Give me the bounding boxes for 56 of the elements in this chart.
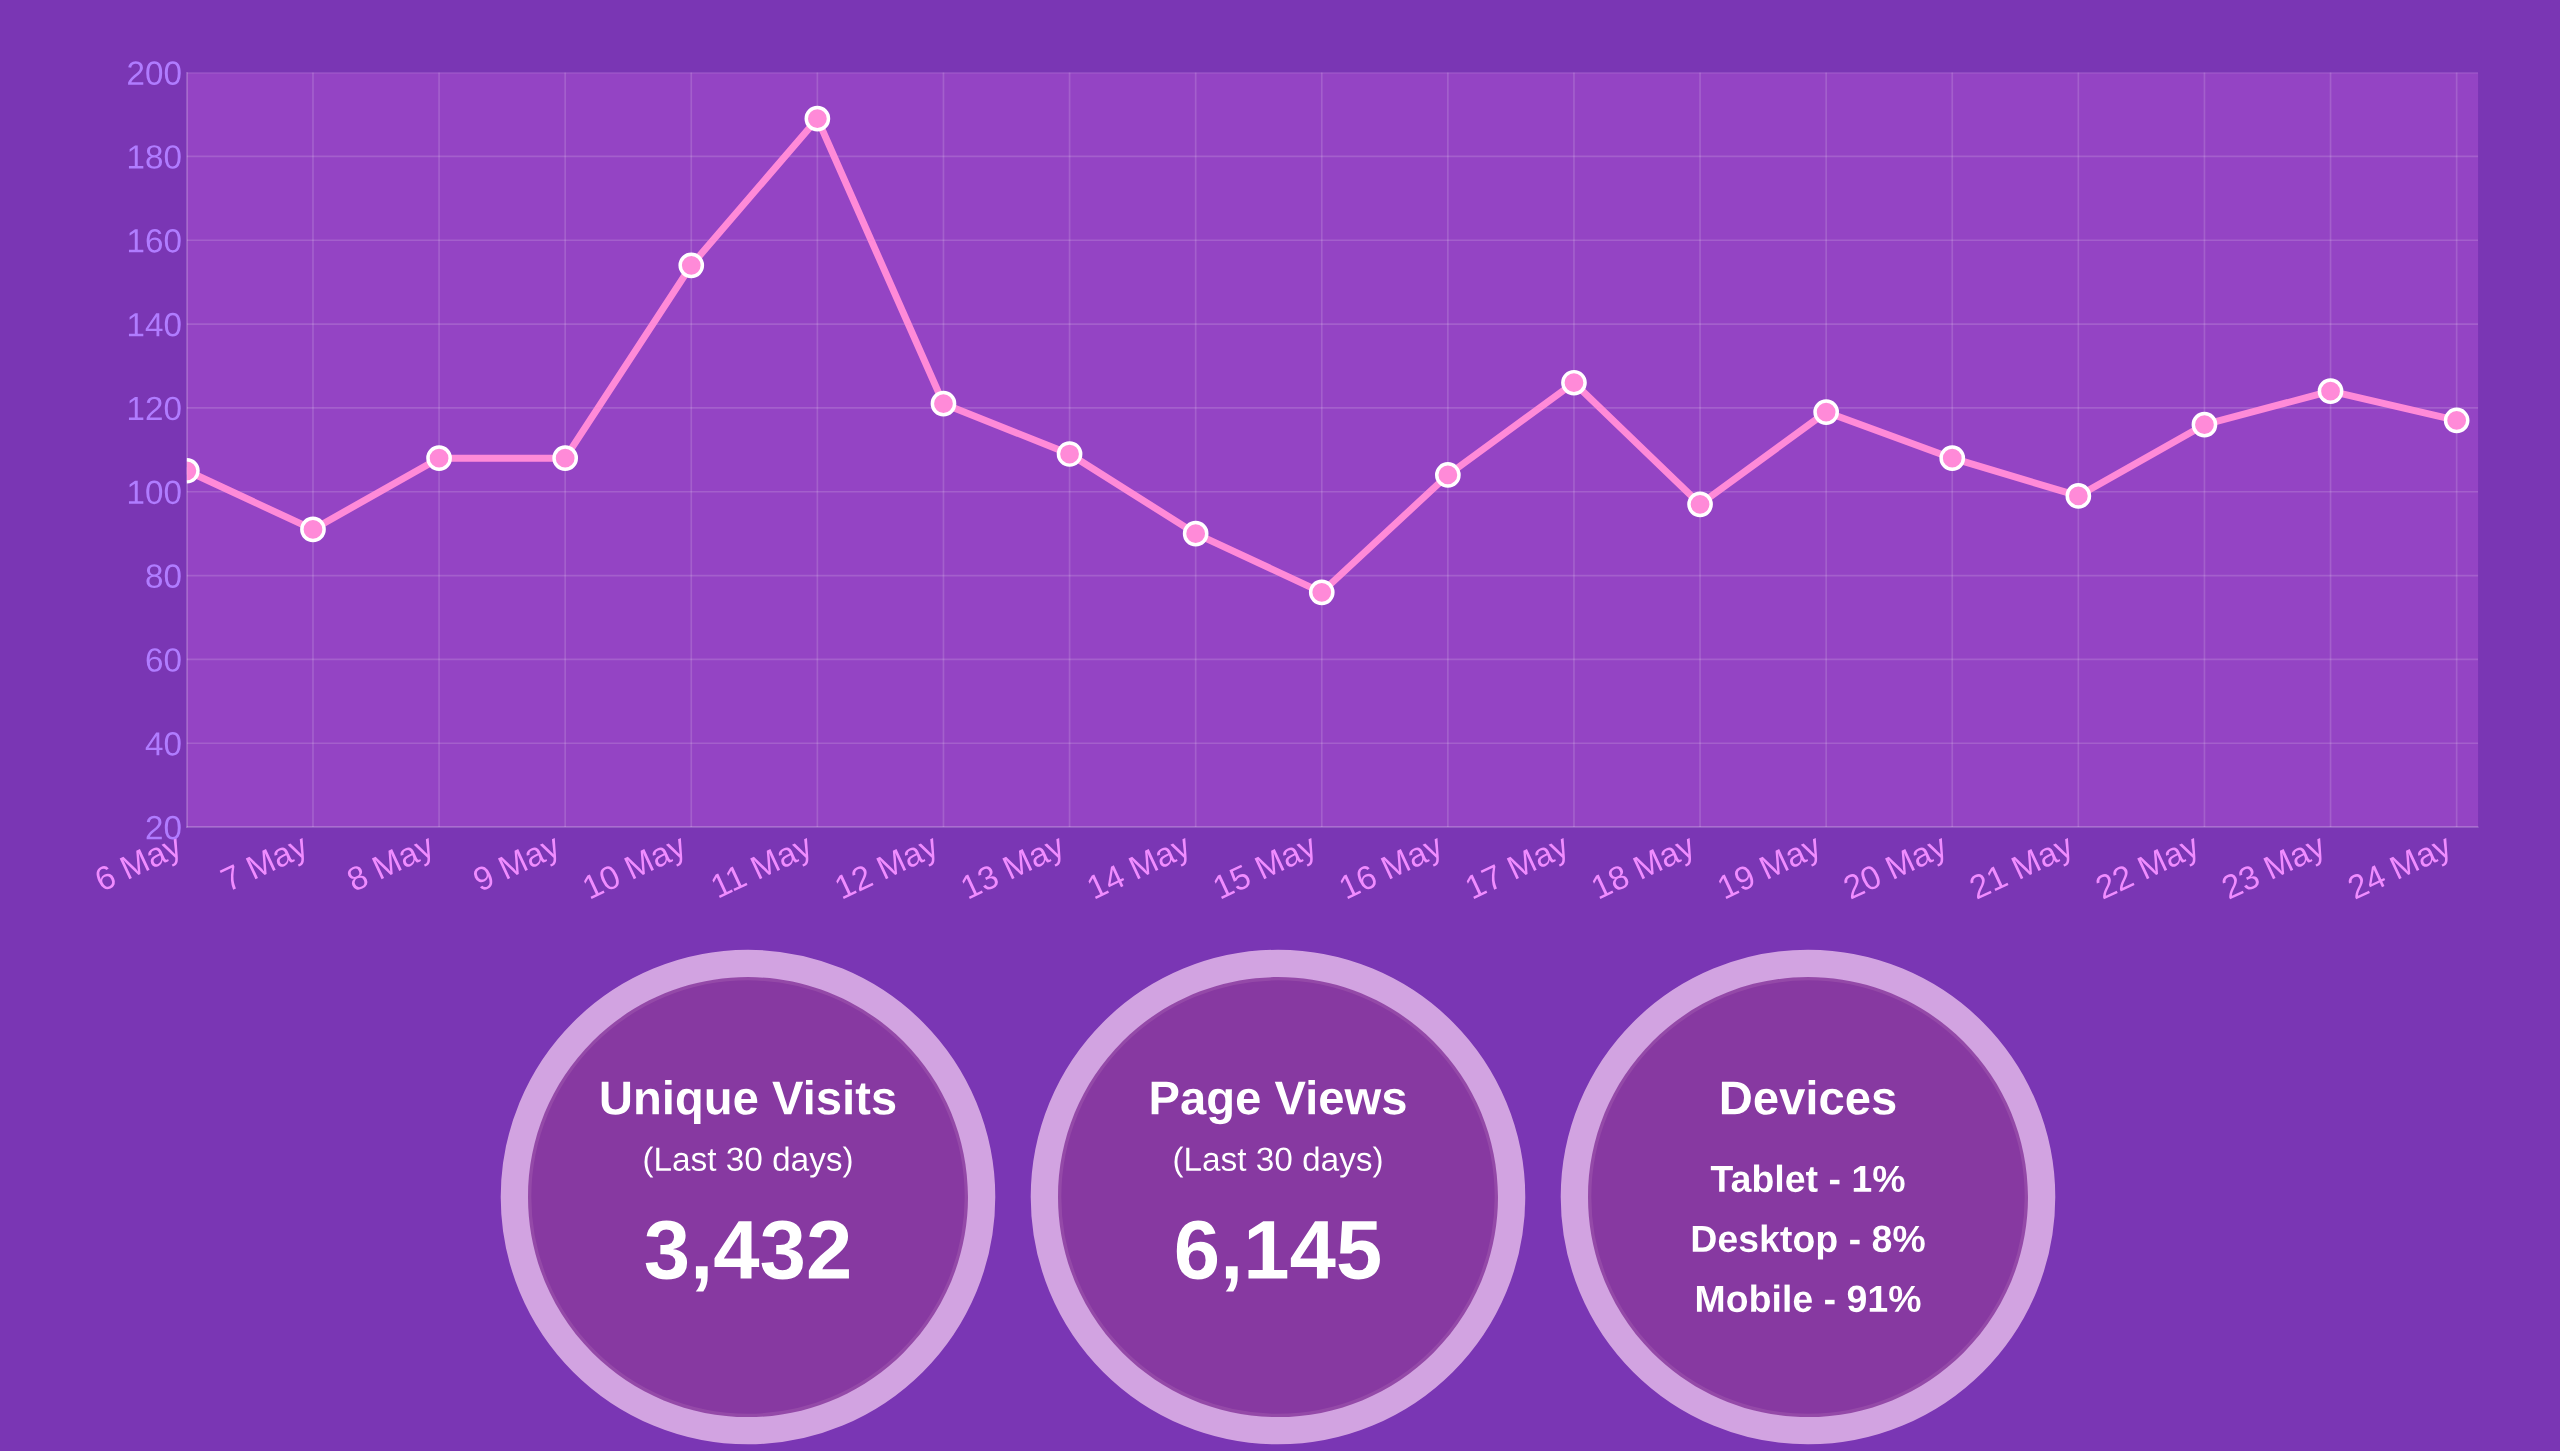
x-tick-label: 19 May xyxy=(1716,832,1827,906)
x-tick-label: 20 May xyxy=(1841,832,1953,906)
y-tick-label: 80 xyxy=(146,564,181,588)
point xyxy=(2443,407,2470,434)
x-tick-label: 23 May xyxy=(2220,832,2331,906)
point xyxy=(678,252,705,279)
point xyxy=(1308,579,1335,606)
x-tick-label: 10 May xyxy=(581,832,692,906)
x-tick-label: 24 May xyxy=(2346,832,2457,906)
text: Tablet - 1% xyxy=(1710,1164,1905,1193)
x-tick-label: 11 May xyxy=(710,833,818,905)
x-tick-label: 9 May xyxy=(471,832,566,898)
text: 3,432 xyxy=(645,1220,849,1292)
x-tick-label: 21 May xyxy=(1968,832,2079,906)
point xyxy=(1687,491,1713,518)
point xyxy=(1056,441,1083,467)
x-tick-label: 18 May xyxy=(1590,832,1701,906)
point xyxy=(930,390,957,417)
point xyxy=(1182,520,1209,547)
y-tick-label: 120 xyxy=(128,396,181,421)
y-tick-label: 20 xyxy=(146,815,181,840)
x-tick-label: 12 May xyxy=(833,832,944,906)
point xyxy=(2191,411,2218,438)
point xyxy=(300,516,326,543)
point xyxy=(1939,445,1966,472)
point xyxy=(426,445,452,472)
y-tick-label: 40 xyxy=(145,732,181,756)
x-tick-label: 7 May xyxy=(219,833,313,898)
point xyxy=(1813,399,1839,425)
y-tick-label: 100 xyxy=(128,480,181,505)
point xyxy=(804,105,831,132)
point xyxy=(1435,462,1461,488)
x-tick-label: 13 May xyxy=(960,832,1070,906)
x-tick-label: 14 May xyxy=(1086,833,1196,906)
point xyxy=(552,445,579,472)
y-tick-label: 180 xyxy=(128,145,181,169)
y-tick-label: 60 xyxy=(146,648,181,672)
text: Page Views xyxy=(1151,1079,1406,1125)
x-tick-label: 22 May xyxy=(2094,832,2205,906)
point xyxy=(2065,483,2092,509)
x-tick-label: 17 May xyxy=(1464,833,1574,906)
text: 6,145 xyxy=(1176,1220,1380,1292)
text: (Last 30 days) xyxy=(1174,1146,1382,1178)
text: Mobile - 91% xyxy=(1696,1284,1921,1313)
text: Desktop - 8% xyxy=(1692,1224,1925,1260)
y-tick-label: 200 xyxy=(128,61,181,85)
y-tick-label: 160 xyxy=(128,229,181,253)
text: Devices xyxy=(1721,1080,1896,1115)
x-tick-label: 15 May xyxy=(1212,833,1322,906)
text: (Last 30 days) xyxy=(644,1146,852,1178)
point xyxy=(2317,378,2344,404)
x-tick-label: 16 May xyxy=(1338,832,1448,906)
point xyxy=(1561,369,1587,396)
text: Unique Visits xyxy=(601,1080,896,1125)
x-tick-label: 8 May xyxy=(345,832,440,898)
y-tick-label: 140 xyxy=(128,312,181,337)
